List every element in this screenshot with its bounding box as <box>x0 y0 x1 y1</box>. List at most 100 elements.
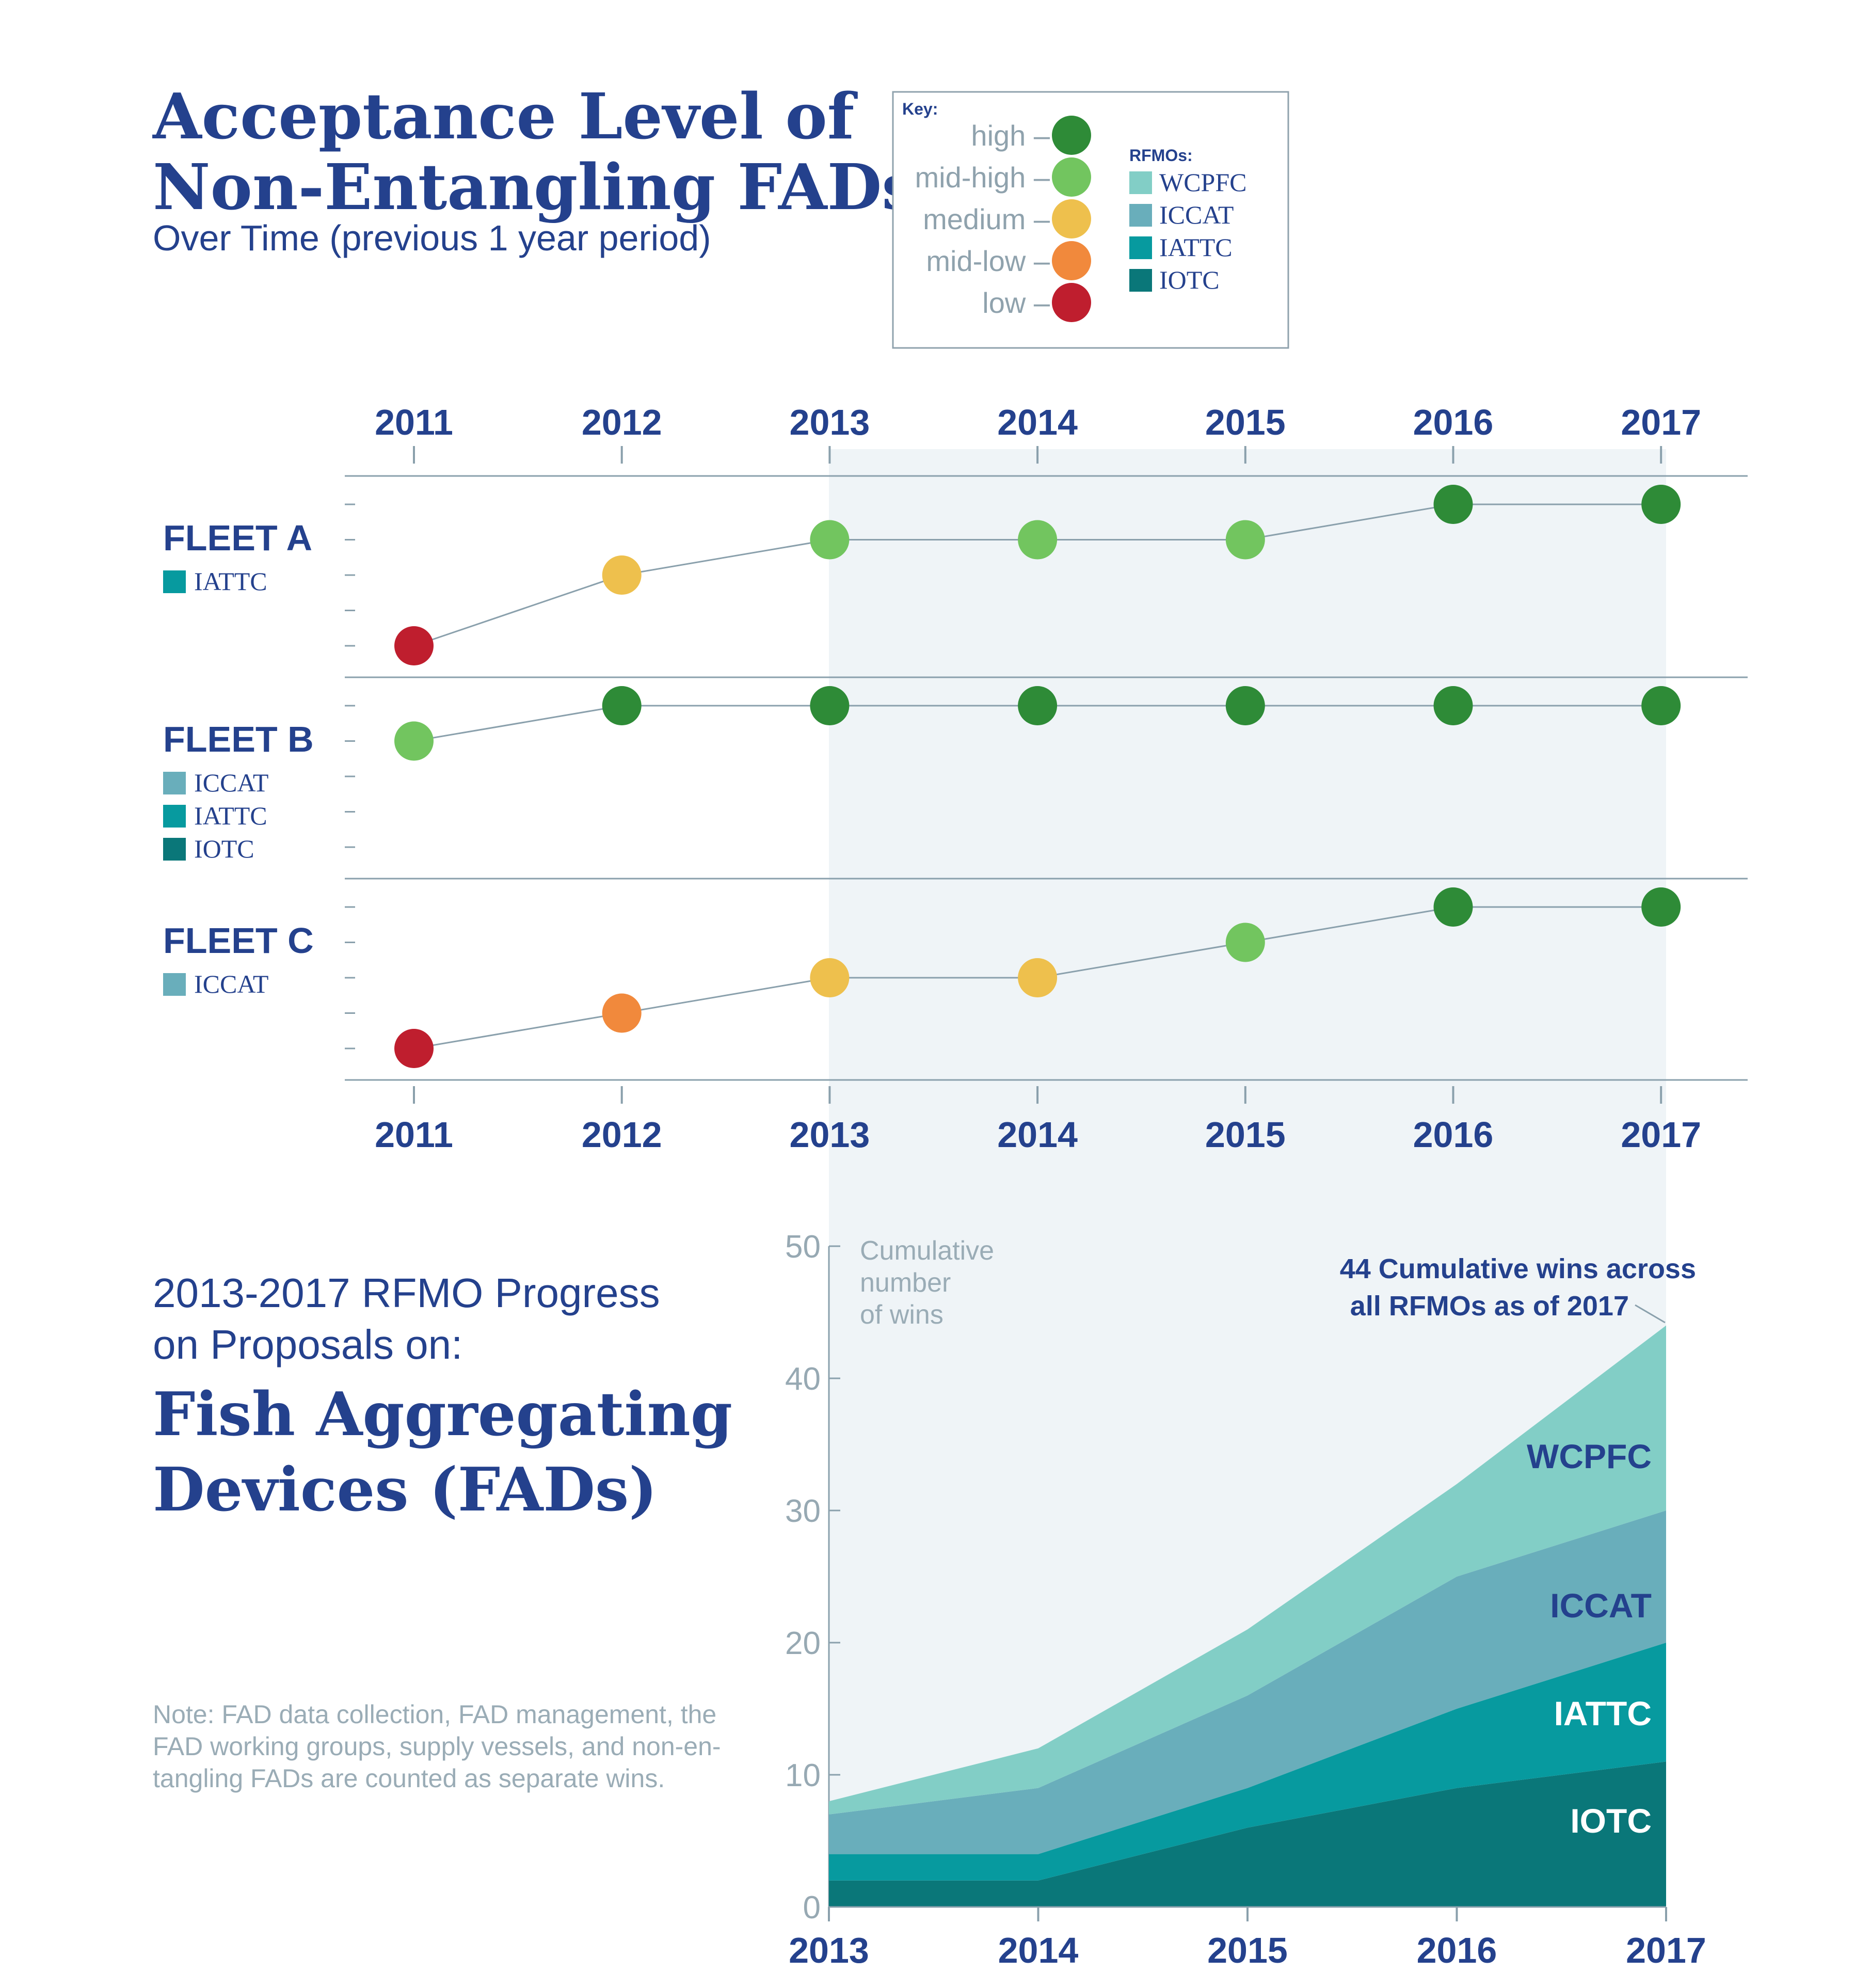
legend-rfmo-label: IATTC <box>1159 233 1233 262</box>
area-y-tick-label: 30 <box>785 1493 821 1529</box>
fleet-rfmo-label: IATTC <box>194 567 267 596</box>
main-title-line1: Acceptance Level of <box>152 79 858 153</box>
fleet-label: FLEET C <box>163 920 314 961</box>
main-title-line2: Non-Entangling FADs <box>153 150 917 224</box>
year-label-bottom: 2011 <box>375 1115 453 1155</box>
area-y-tick-label: 10 <box>785 1758 821 1793</box>
note-line3: tangling FADs are counted as separate wi… <box>153 1764 665 1793</box>
area-x-label: 2013 <box>789 1930 869 1970</box>
fleet-label: FLEET B <box>163 719 314 759</box>
legend-rfmo-label: IOTC <box>1159 265 1220 294</box>
fleet-panel: FLEET C ICCAT <box>163 887 1681 1068</box>
year-label-top: 2016 <box>1413 402 1494 442</box>
fleet-data-point <box>1018 686 1058 725</box>
fleet-rfmo-label: IATTC <box>194 801 267 830</box>
year-label-top: 2014 <box>997 402 1078 442</box>
fleet-data-point <box>394 626 434 665</box>
progress-title-line2: on Proposals on: <box>153 1322 462 1367</box>
legend-level-label: medium – <box>923 203 1050 235</box>
area-x-label: 2015 <box>1207 1930 1288 1970</box>
area-annotation-line2: all RFMOs as of 2017 <box>1350 1291 1629 1322</box>
area-series-label: IOTC <box>1570 1802 1652 1840</box>
note-line2: FAD working groups, supply vessels, and … <box>153 1732 721 1761</box>
area-ylabel-line3: of wins <box>860 1300 944 1330</box>
year-label-bottom: 2012 <box>582 1115 662 1155</box>
fleet-data-point <box>1641 686 1681 725</box>
main-subtitle: Over Time (previous 1 year period) <box>153 218 711 258</box>
fleet-data-point <box>810 520 850 560</box>
fleet-data-point <box>602 686 642 725</box>
fleet-rfmo-swatch <box>163 805 186 828</box>
progress-title-big2: Devices (FADs) <box>153 1455 657 1525</box>
fleet-data-point <box>1225 520 1265 560</box>
legend-level-label: high – <box>971 119 1050 152</box>
fleet-data-point <box>1433 485 1473 524</box>
area-series-label: ICCAT <box>1550 1586 1652 1625</box>
area-x-label: 2017 <box>1626 1930 1706 1970</box>
legend-rfmo-swatch <box>1129 171 1152 194</box>
legend-level-dot <box>1052 199 1091 238</box>
fleet-data-point <box>1018 958 1058 997</box>
legend-key: Key: high – mid-high – medium – mid-low – lo… <box>892 91 1289 349</box>
fleet-rfmo-swatch <box>163 570 186 593</box>
fleet-data-point <box>1225 686 1265 725</box>
area-ylabel-line2: number <box>860 1268 951 1298</box>
fleet-data-point <box>1225 923 1265 962</box>
fleet-data-point <box>602 993 642 1033</box>
legend-level-dot <box>1052 283 1091 322</box>
area-annotation-leader <box>1635 1304 1666 1324</box>
fleet-data-point <box>1641 887 1681 927</box>
year-label-top: 2017 <box>1621 402 1701 442</box>
fleet-panel: FLEET B ICCAT IATTC IOTC <box>163 686 1681 863</box>
year-label-bottom: 2013 <box>790 1115 870 1155</box>
area-series-iattc <box>829 1643 1666 1881</box>
area-y-tick-label: 40 <box>785 1361 821 1397</box>
area-x-label: 2016 <box>1417 1930 1497 1970</box>
area-x-label: 2014 <box>998 1930 1079 1970</box>
fleet-rfmo-swatch <box>163 838 186 861</box>
legend-level-label: mid-high – <box>915 161 1050 194</box>
fleet-rfmo-label: ICCAT <box>194 969 268 998</box>
year-label-bottom: 2014 <box>997 1115 1078 1155</box>
legend-level-dot <box>1052 241 1091 280</box>
legend-level-dot <box>1052 157 1091 197</box>
legend-rfmo-swatch <box>1129 269 1152 292</box>
year-label-top: 2013 <box>790 402 870 442</box>
year-label-top: 2011 <box>375 402 453 442</box>
area-annotation-line1: 44 Cumulative wins across <box>1340 1253 1696 1284</box>
fleet-data-point <box>810 686 850 725</box>
fleet-data-point <box>1641 485 1681 524</box>
legend-level-dot <box>1052 116 1091 155</box>
legend-level-label: mid-low – <box>926 245 1050 277</box>
fleet-data-point <box>810 958 850 997</box>
area-series-label: WCPFC <box>1527 1437 1652 1475</box>
year-label-bottom: 2017 <box>1621 1115 1701 1155</box>
legend-level-label: low – <box>982 287 1050 319</box>
fleet-panel: FLEET A IATTC <box>163 485 1681 665</box>
fleet-rfmo-label: ICCAT <box>194 768 268 797</box>
legend-rfmo-swatch <box>1129 204 1152 227</box>
fleet-data-point <box>394 1029 434 1068</box>
legend-rfmo-label: ICCAT <box>1159 200 1234 229</box>
fleet-data-point <box>602 555 642 595</box>
year-label-bottom: 2016 <box>1413 1115 1494 1155</box>
fleet-rfmo-swatch <box>163 772 186 794</box>
legend-rfmo-label: WCPFC <box>1159 168 1247 197</box>
legend-key-title: Key: <box>902 100 938 118</box>
area-series-iotc <box>829 1761 1666 1907</box>
fleet-rfmo-label: IOTC <box>194 834 254 863</box>
fleet-data-point <box>1433 686 1473 725</box>
fleet-data-point <box>1433 887 1473 927</box>
area-chart: 0 10 20 30 40 50 IOTC IATTC ICCAT WCPFC 2013 2014 20… <box>785 1229 1706 1970</box>
fleet-rfmo-swatch <box>163 973 186 996</box>
area-y-tick-label: 20 <box>785 1626 821 1661</box>
year-label-top: 2015 <box>1205 402 1286 442</box>
area-series-label: IATTC <box>1554 1694 1652 1732</box>
area-y-tick-label: 0 <box>803 1890 821 1926</box>
year-label-bottom: 2015 <box>1205 1115 1286 1155</box>
area-ylabel-line1: Cumulative <box>860 1236 994 1266</box>
fleet-data-point <box>394 721 434 761</box>
note-line1: Note: FAD data collection, FAD managemen… <box>153 1700 716 1729</box>
legend-rfmo-title: RFMOs: <box>1129 146 1193 165</box>
